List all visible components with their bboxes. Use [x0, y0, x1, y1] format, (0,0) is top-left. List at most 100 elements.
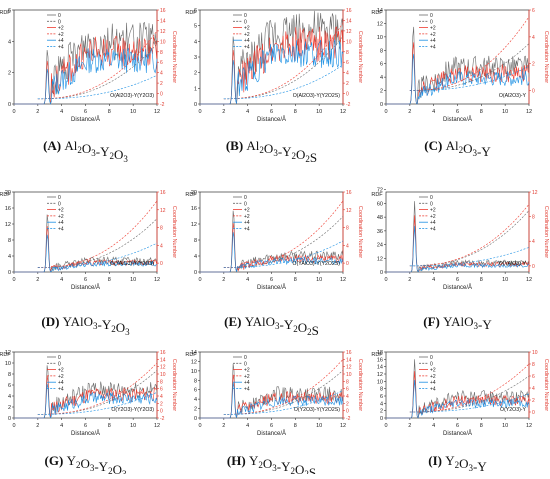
x-tick-label: 6 [456, 423, 459, 429]
x-tick-label: 10 [130, 423, 136, 429]
y-tick-label: 24 [377, 243, 383, 249]
y-tick-label: 12 [377, 372, 383, 378]
cn-tick-label: 6 [532, 374, 535, 380]
legend-label: +4 [430, 387, 436, 393]
x-tick-label: 2 [36, 277, 39, 283]
y-tick-label: 2 [380, 89, 383, 95]
x-tick-label: 0 [384, 277, 387, 283]
legend-label: +4 [244, 387, 250, 393]
y-tick-label: 4 [380, 75, 383, 81]
y-tick-label: 6 [8, 383, 11, 389]
cn-series-line [223, 359, 344, 415]
x-tick-label: 12 [526, 109, 532, 115]
cn-tick-label: 0 [346, 92, 349, 98]
x-tick-label: 6 [84, 423, 87, 429]
cn-series-line [223, 240, 344, 268]
x-tick-label: 4 [246, 109, 249, 115]
cn-tick-label: 2 [346, 401, 349, 407]
y-tick-label: 2 [194, 71, 197, 77]
x-tick-label: 8 [108, 277, 111, 283]
x-tick-label: 2 [408, 423, 411, 429]
legend-label: 0 [58, 361, 61, 367]
cn-series-line [223, 64, 344, 100]
legend-label: +2 [430, 32, 436, 38]
y-tick-label: 48 [377, 215, 383, 221]
cn-tick-label: 12 [532, 190, 538, 196]
panel-caption: (I) Y2O3-Y [428, 453, 487, 474]
pair-annotation: O(Y2O3)-Y(Y2O3) [111, 407, 154, 413]
cn-series-line [409, 43, 530, 91]
y-tick-label: 6 [380, 394, 383, 400]
y-tick-label: 2 [380, 409, 383, 415]
legend-label: 0 [430, 19, 433, 25]
cn-tick-label: 14 [160, 357, 166, 363]
panel-caption: (G) Y2O3-Y2O3 [45, 453, 127, 474]
y-tick-label: 12 [377, 256, 383, 262]
legend-label: +4 [430, 380, 436, 386]
y-axis-label: RDF [185, 352, 197, 358]
pair-annotation: O(YAlO3)-Y [499, 261, 527, 267]
cn-tick-label: 16 [346, 350, 352, 356]
cn-tick-label: 6 [346, 387, 349, 393]
chart-panel: 0 2 4 6 8 10 12Distance/Å0123456RDF-2024681012… [185, 8, 363, 165]
x-tick-label: 4 [432, 109, 435, 115]
legend-label: +4 [58, 227, 64, 233]
chart-panel: 0 2 4 6 8 10 12Distance/Å024681012141618RDF024… [371, 350, 549, 474]
x-tick-label: 10 [502, 109, 508, 115]
cn-tick-label: 8 [532, 362, 535, 368]
x-axis-label: Distance/Å [443, 284, 472, 291]
cn-series-line [409, 363, 530, 413]
rdf-series-line [200, 39, 344, 105]
legend-label: +2 [244, 32, 250, 38]
cn-tick-label: -2 [346, 416, 351, 422]
legend-label: +2 [244, 26, 250, 32]
cn-tick-label: 8 [160, 50, 163, 56]
legend-label: +2 [58, 208, 64, 214]
y-axis-label: RDF [0, 352, 11, 358]
y-tick-label: 6 [380, 62, 383, 68]
y-tick-label: 1 [194, 86, 197, 92]
cn-tick-label: 4 [346, 394, 349, 400]
legend-label: 0 [58, 19, 61, 25]
pair-annotation: O(Al2O3)-Y [499, 93, 527, 99]
pair-annotation: O(Y2O3)-Y(Y2O2S) [294, 407, 340, 413]
x-tick-label: 8 [108, 109, 111, 115]
chart-panel: 0 2 4 6 8 10 12Distance/Å024681012RDF-20246810… [0, 350, 177, 479]
x-tick-label: 4 [432, 423, 435, 429]
y-axis-label: RDF [185, 10, 197, 16]
legend-label: 0 [244, 201, 247, 207]
cn-series-line [37, 392, 158, 415]
cn-tick-label: 0 [532, 264, 535, 270]
legend-label: 0 [58, 13, 61, 19]
x-tick-label: 0 [12, 423, 15, 429]
x-tick-label: 0 [384, 109, 387, 115]
cn-tick-label: 6 [346, 60, 349, 66]
y-tick-label: 0 [8, 416, 11, 422]
x-tick-label: 12 [340, 109, 346, 115]
cn-axis-label: Coordination Number [543, 206, 549, 258]
cn-series-line [409, 247, 530, 267]
legend-label: +2 [244, 214, 250, 220]
x-tick-label: 4 [60, 277, 63, 283]
cn-tick-label: 4 [346, 71, 349, 77]
cn-tick-label: 6 [160, 60, 163, 66]
rdf-series-line [200, 382, 344, 419]
y-tick-label: 10 [377, 379, 383, 385]
pair-annotation: O(YAlO3)-Y(Y2O3) [110, 261, 154, 267]
y-tick-label: 14 [377, 365, 383, 371]
cn-tick-label: 12 [346, 208, 352, 214]
y-tick-label: 6 [194, 388, 197, 394]
x-tick-label: 12 [526, 423, 532, 429]
x-axis-label: Distance/Å [443, 116, 472, 123]
rdf-series-line [14, 47, 158, 105]
y-tick-label: 14 [191, 350, 197, 356]
cn-series-line [409, 66, 530, 91]
y-tick-label: 8 [8, 372, 11, 378]
cn-tick-label: 0 [532, 89, 535, 95]
cn-tick-label: 10 [346, 372, 352, 378]
x-tick-label: 2 [408, 109, 411, 115]
x-tick-label: 6 [270, 277, 273, 283]
cn-tick-label: 8 [346, 379, 349, 385]
pair-annotation: O(Y2O3)-Y [500, 407, 526, 413]
